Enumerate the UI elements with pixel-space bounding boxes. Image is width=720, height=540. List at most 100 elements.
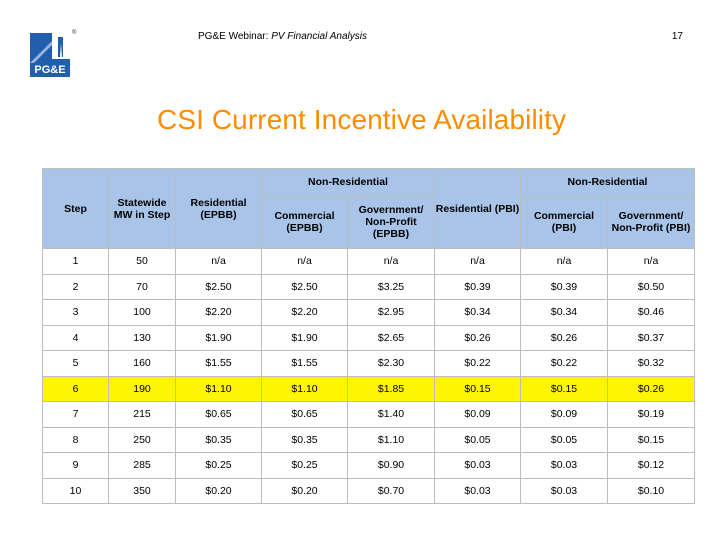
table-cell: $1.85 [347,375,435,402]
pge-logo: PG&E [30,33,70,77]
table-cell: 100 [108,299,176,326]
table-cell: 215 [108,401,176,428]
webinar-title-prefix: PG&E Webinar: [198,31,272,42]
table-cell: 6 [42,375,109,402]
header-statewide-mw: Statewide MW in Step [108,168,176,249]
table-row: 2 70 $2.50 $2.50 $3.25 $0.39 $0.39 $0.50 [42,273,695,300]
table-cell: $0.90 [347,452,435,479]
table-cell: $0.05 [434,426,521,453]
table-cell: $0.39 [520,273,608,300]
table-cell: $0.25 [261,452,348,479]
table-cell: 250 [108,426,176,453]
table-cell: 7 [42,401,109,428]
table-row: 10 350 $0.20 $0.20 $0.70 $0.03 $0.03 $0.10 [42,477,695,504]
table-cell: 9 [42,452,109,479]
table-row: 6 190 $1.10 $1.10 $1.85 $0.15 $0.15 $0.26 [42,375,695,402]
table-row: 7 215 $0.65 $0.65 $1.40 $0.09 $0.09 $0.19 [42,401,695,428]
table-cell: $0.26 [520,324,608,351]
table-cell: $0.10 [607,477,695,504]
table-cell: $0.20 [175,477,262,504]
header-commercial-pbi: Commercial (PBI) [520,195,608,249]
table-cell: $0.26 [434,324,521,351]
header-non-residential-pbi-group: Non-Residential [520,168,695,196]
table-cell: $0.09 [434,401,521,428]
table-cell: 10 [42,477,109,504]
table-cell: 8 [42,426,109,453]
table-cell: $0.46 [607,299,695,326]
table-cell: $0.05 [520,426,608,453]
table-cell: $0.34 [520,299,608,326]
table-cell: $2.95 [347,299,435,326]
table-cell: $0.22 [520,350,608,377]
table-cell: $0.03 [434,477,521,504]
header-government-pbi: Government/ Non-Profit (PBI) [607,195,695,249]
table-cell: 2 [42,273,109,300]
table-row: 1 50 n/a n/a n/a n/a n/a n/a [42,248,695,275]
table-cell: $2.50 [261,273,348,300]
table-cell: 5 [42,350,109,377]
table-cell: $0.09 [520,401,608,428]
table-cell: $1.55 [175,350,262,377]
table-cell: n/a [607,248,695,275]
table-cell: $0.19 [607,401,695,428]
table-cell: $2.20 [261,299,348,326]
table-cell: $0.32 [607,350,695,377]
table-cell: $3.25 [347,273,435,300]
table-cell: $2.30 [347,350,435,377]
table-cell: $0.65 [261,401,348,428]
header-government-epbb: Government/ Non-Profit (EPBB) [347,195,435,249]
table-cell: $0.50 [607,273,695,300]
table-cell: $0.15 [607,426,695,453]
webinar-title-italic: PV Financial Analysis [271,31,367,42]
table-cell: $0.25 [175,452,262,479]
table-cell: $2.65 [347,324,435,351]
header-residential-epbb: Residential (EPBB) [175,168,262,249]
table-cell: 285 [108,452,176,479]
table-cell: $0.34 [434,299,521,326]
table-cell: $0.20 [261,477,348,504]
table-cell: 190 [108,375,176,402]
table-cell: $0.37 [607,324,695,351]
table-cell: 70 [108,273,176,300]
table-cell: n/a [520,248,608,275]
table-cell: 160 [108,350,176,377]
table-cell: $0.70 [347,477,435,504]
table-cell: $0.12 [607,452,695,479]
table-row: 9 285 $0.25 $0.25 $0.90 $0.03 $0.03 $0.12 [42,452,695,479]
table-cell: 1 [42,248,109,275]
table-cell: $1.10 [175,375,262,402]
page-number: 17 [671,31,683,42]
table-cell: $0.03 [520,477,608,504]
header-residential-pbi: Residential (PBI) [434,168,521,249]
header-non-residential-epbb-group: Non-Residential [261,168,435,196]
header-step: Step [42,168,109,249]
table-cell: $0.03 [520,452,608,479]
table-cell: 130 [108,324,176,351]
webinar-title: PG&E Webinar: PV Financial Analysis [198,31,367,42]
table-cell: 50 [108,248,176,275]
table-row: 8 250 $0.35 $0.35 $1.10 $0.05 $0.05 $0.15 [42,426,695,453]
table-cell: $0.65 [175,401,262,428]
table-cell: 4 [42,324,109,351]
table-cell: n/a [261,248,348,275]
table-cell: 350 [108,477,176,504]
table-cell: $0.26 [607,375,695,402]
table-cell: $0.35 [175,426,262,453]
table-row: 4 130 $1.90 $1.90 $2.65 $0.26 $0.26 $0.37 [42,324,695,351]
table-cell: $2.20 [175,299,262,326]
table-row: 5 160 $1.55 $1.55 $2.30 $0.22 $0.22 $0.32 [42,350,695,377]
table-cell: $0.03 [434,452,521,479]
table-cell: $1.90 [261,324,348,351]
table-cell: $0.15 [434,375,521,402]
table-cell: $1.90 [175,324,262,351]
table-cell: $1.10 [347,426,435,453]
table-row: 3 100 $2.20 $2.20 $2.95 $0.34 $0.34 $0.46 [42,299,695,326]
table-body: 1 50 n/a n/a n/a n/a n/a n/a 2 70 $2.50 $2.50 $3.25 $… [42,248,695,504]
table-cell: $2.50 [175,273,262,300]
table-cell: $0.15 [520,375,608,402]
table-cell: $0.39 [434,273,521,300]
table-cell: n/a [347,248,435,275]
table-cell: $1.10 [261,375,348,402]
table-cell: $0.22 [434,350,521,377]
table-cell: $0.35 [261,426,348,453]
